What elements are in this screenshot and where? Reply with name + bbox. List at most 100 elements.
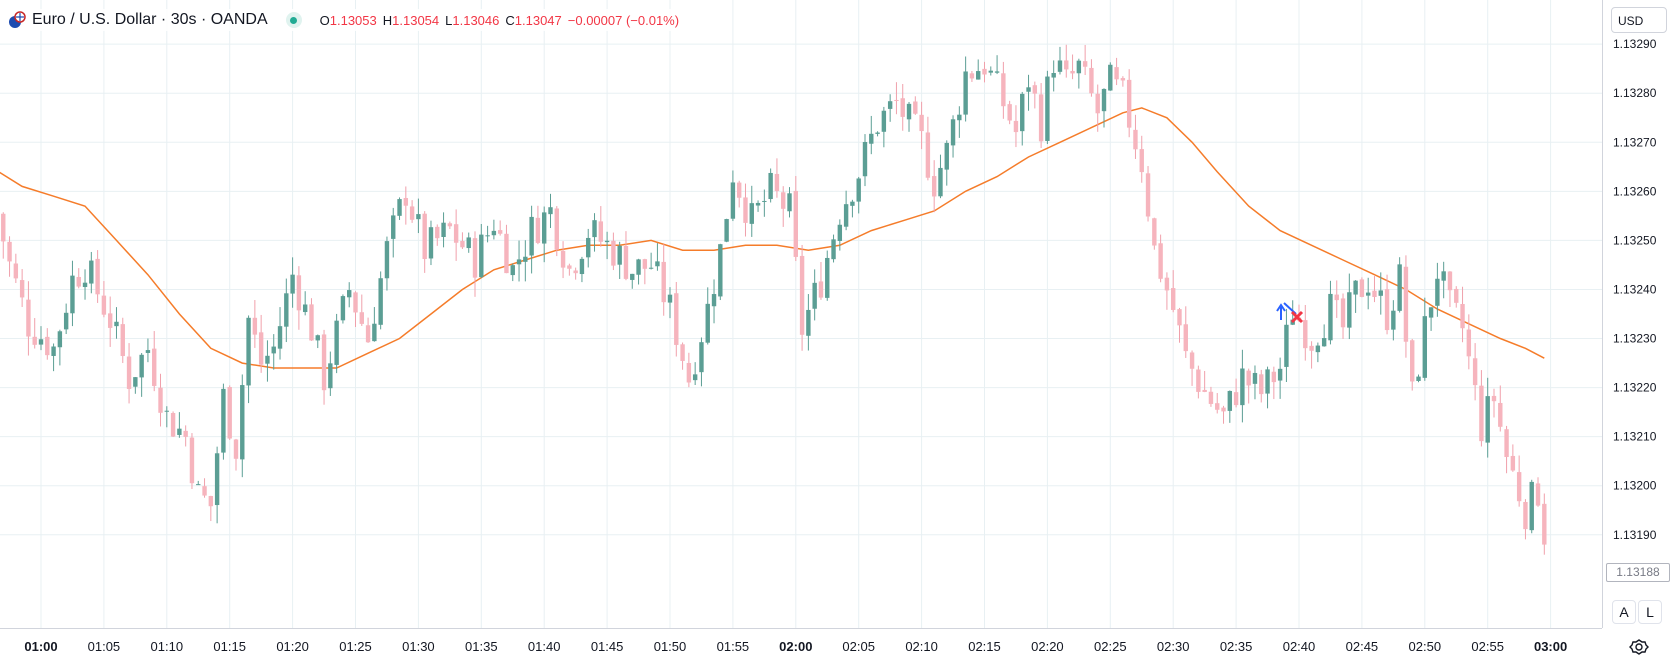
candle bbox=[567, 263, 572, 276]
open-value: 1.13053 bbox=[329, 12, 377, 28]
candle bbox=[573, 267, 578, 280]
candle bbox=[743, 183, 748, 237]
candle bbox=[1013, 105, 1019, 148]
candle bbox=[1277, 357, 1283, 399]
candle bbox=[1284, 308, 1289, 382]
candle bbox=[523, 240, 528, 282]
candle bbox=[271, 334, 276, 370]
candle bbox=[435, 224, 440, 246]
candle bbox=[617, 241, 622, 279]
candle bbox=[447, 221, 453, 230]
symbol-flag-icon[interactable] bbox=[8, 11, 26, 29]
candle bbox=[1460, 286, 1465, 343]
time-tick-label: 01:25 bbox=[339, 639, 372, 654]
candle bbox=[1114, 57, 1119, 86]
candle bbox=[1108, 62, 1113, 91]
candle bbox=[630, 273, 635, 289]
candle bbox=[428, 220, 434, 266]
candle bbox=[541, 206, 547, 263]
candle bbox=[516, 240, 522, 282]
candle bbox=[13, 253, 19, 283]
chart-settings-gear-icon[interactable] bbox=[1626, 634, 1652, 660]
change-value: −0.00007 (−0.01%) bbox=[567, 12, 680, 28]
candle bbox=[309, 298, 314, 341]
candle bbox=[1428, 307, 1434, 331]
candle bbox=[491, 219, 497, 240]
time-tick-label: 01:30 bbox=[402, 639, 435, 654]
candle bbox=[397, 197, 402, 220]
candle bbox=[26, 281, 31, 356]
candle bbox=[913, 96, 918, 115]
cross-marker-icon[interactable] bbox=[1290, 310, 1304, 324]
candle bbox=[208, 495, 214, 522]
candle bbox=[806, 294, 811, 351]
candle bbox=[1491, 388, 1497, 418]
candle bbox=[579, 256, 585, 283]
candle bbox=[944, 140, 949, 186]
price-axis[interactable]: USD 1.13290 1.13280 1.13270 1.13260 1.13250 1… bbox=[1602, 0, 1675, 628]
candle bbox=[1076, 58, 1082, 89]
candle bbox=[95, 250, 100, 303]
candle bbox=[107, 296, 113, 347]
price-tick-label: 1.13250 bbox=[1613, 233, 1657, 247]
price-tick-label: 1.13270 bbox=[1613, 135, 1657, 149]
candle bbox=[504, 224, 509, 274]
candle bbox=[1007, 100, 1012, 125]
candle bbox=[1145, 166, 1151, 222]
currency-select[interactable]: USD bbox=[1611, 7, 1667, 33]
candle bbox=[862, 134, 868, 187]
candle bbox=[1410, 338, 1415, 391]
chart-pane[interactable]: Euro / U.S. Dollar · 30s · OANDA O 1.1305… bbox=[0, 0, 1602, 628]
candlesticks bbox=[1, 44, 1547, 555]
candle bbox=[730, 170, 736, 222]
candle bbox=[1064, 44, 1069, 78]
candle bbox=[1466, 314, 1472, 370]
price-chart[interactable] bbox=[0, 0, 1602, 628]
price-tick-label: 1.13280 bbox=[1613, 86, 1657, 100]
candle bbox=[950, 115, 956, 158]
candle bbox=[1378, 272, 1383, 315]
candle bbox=[1208, 386, 1214, 407]
last-price-label: 1.13188 bbox=[1606, 563, 1670, 582]
candle bbox=[869, 115, 874, 155]
candle bbox=[384, 236, 390, 291]
candle bbox=[1472, 343, 1478, 401]
candle bbox=[340, 294, 346, 324]
time-axis[interactable]: 01:00 01:05 01:10 01:15 01:20 01:25 01:30 01:35… bbox=[0, 628, 1602, 663]
candle bbox=[164, 406, 170, 428]
candle bbox=[1183, 306, 1188, 358]
time-axis-labels: 01:00 01:05 01:10 01:15 01:20 01:25 01:30 01:35… bbox=[24, 639, 1567, 654]
market-status-icon[interactable] bbox=[285, 12, 302, 28]
time-tick-label: 02:15 bbox=[968, 639, 1001, 654]
candle bbox=[120, 317, 125, 364]
high-value: 1.13054 bbox=[392, 12, 440, 28]
candle bbox=[560, 241, 566, 279]
time-tick-label: 02:35 bbox=[1220, 639, 1253, 654]
close-value: 1.13047 bbox=[514, 12, 562, 28]
symbol-title[interactable]: Euro / U.S. Dollar · 30s · OANDA bbox=[32, 11, 268, 28]
time-tick-label: 02:30 bbox=[1157, 639, 1190, 654]
candle bbox=[1535, 477, 1541, 507]
candle bbox=[353, 291, 358, 328]
candle bbox=[183, 425, 188, 447]
candle bbox=[277, 307, 283, 360]
candle bbox=[843, 190, 849, 231]
candle bbox=[145, 338, 151, 363]
time-tick-label: 03:00 bbox=[1534, 639, 1567, 654]
candle bbox=[906, 101, 912, 132]
auto-scale-button[interactable]: A bbox=[1612, 600, 1636, 624]
candle bbox=[1082, 44, 1088, 76]
candle bbox=[1120, 76, 1126, 87]
candle bbox=[636, 258, 641, 285]
candle bbox=[453, 209, 459, 261]
candle bbox=[699, 337, 704, 387]
candle bbox=[302, 291, 308, 316]
candle bbox=[170, 411, 176, 437]
log-scale-button[interactable]: L bbox=[1638, 600, 1662, 624]
candle bbox=[799, 244, 805, 351]
time-tick-label: 01:05 bbox=[88, 639, 121, 654]
candle bbox=[1259, 369, 1264, 403]
candle bbox=[403, 186, 409, 225]
candle bbox=[315, 334, 320, 349]
candle bbox=[736, 180, 742, 208]
